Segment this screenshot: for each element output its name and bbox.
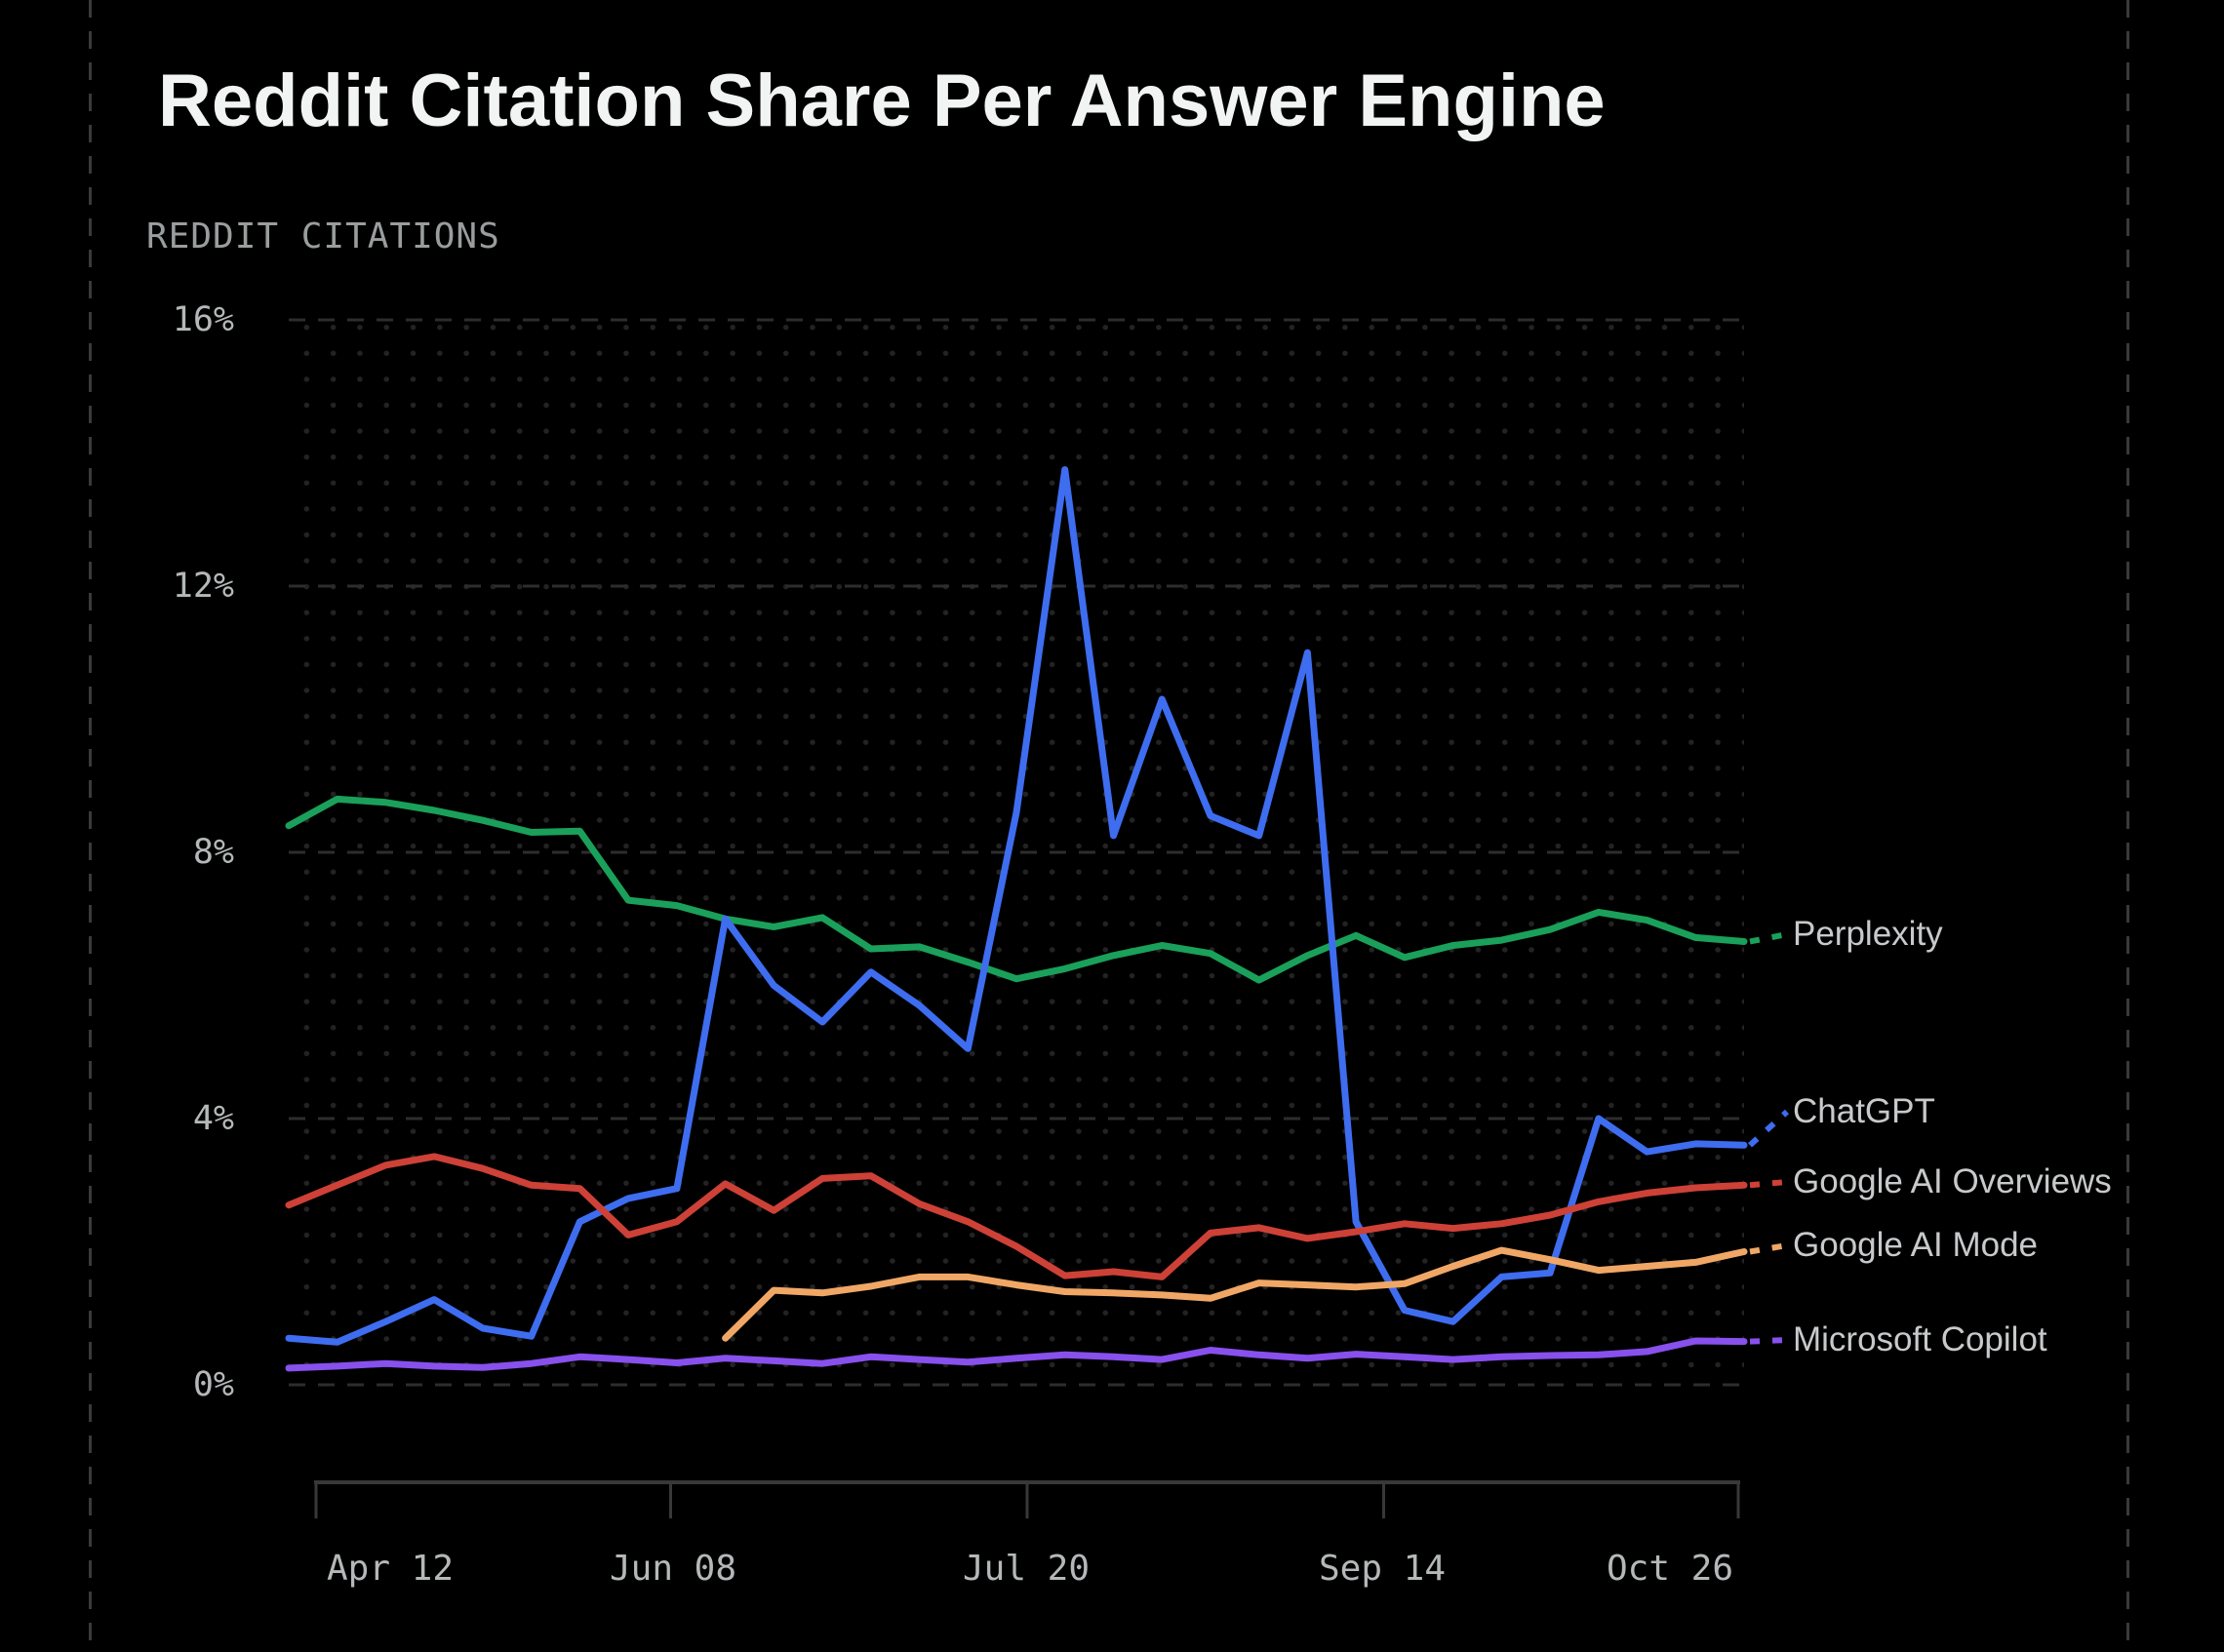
- series-line-microsoft-copilot[interactable]: [285, 1337, 1748, 1372]
- x-tick-label-jun08: Jun 08: [609, 1549, 737, 1589]
- y-tick-label-0: 0%: [192, 1365, 234, 1404]
- y-tick-label-12: 12%: [172, 567, 234, 606]
- legend-leader-microsoft-copilot: [1749, 1337, 1788, 1345]
- y-tick-label-4: 4%: [192, 1099, 234, 1138]
- legend-label-microsoft-copilot: Microsoft Copilot: [1793, 1320, 2047, 1358]
- series-line-google-ai-overviews[interactable]: [285, 1153, 1748, 1280]
- x-tick-label-oct26: Oct 26: [1606, 1549, 1734, 1589]
- page-border-right-dashed-line: [2126, 0, 2129, 1652]
- series-line-google-ai-mode[interactable]: [722, 1246, 1748, 1342]
- y-tick-label-16: 16%: [172, 300, 234, 339]
- series-line-chatgpt[interactable]: [285, 466, 1748, 1346]
- y-axis-header: REDDIT CITATIONS: [146, 216, 500, 256]
- y-tick-label-8: 8%: [192, 833, 234, 872]
- legend-label-google-ai-mode: Google AI Mode: [1793, 1226, 2038, 1264]
- legend-leader-google-ai-mode: [1749, 1242, 1788, 1255]
- series-layer: [285, 318, 1790, 1387]
- x-tick-label-sep14: Sep 14: [1318, 1549, 1447, 1589]
- legend-label-perplexity: Perplexity: [1793, 915, 1943, 953]
- legend-leader-perplexity: [1749, 931, 1788, 945]
- page-title: Reddit Citation Share Per Answer Engine: [158, 59, 1606, 142]
- x-tick-label-jul20: Jul 20: [962, 1549, 1091, 1589]
- series-line-perplexity[interactable]: [285, 795, 1748, 984]
- legend-label-chatgpt: ChatGPT: [1793, 1092, 1935, 1130]
- legend-label-google-ai-overviews: Google AI Overviews: [1793, 1162, 2112, 1200]
- legend-leader-google-ai-overviews: [1749, 1179, 1788, 1189]
- x-tick-label-apr12: Apr 12: [326, 1549, 455, 1589]
- legend-leader-chatgpt: [1747, 1109, 1790, 1148]
- x-axis-bracket: [314, 1480, 1740, 1518]
- page-border-left-dashed-line: [89, 0, 92, 1652]
